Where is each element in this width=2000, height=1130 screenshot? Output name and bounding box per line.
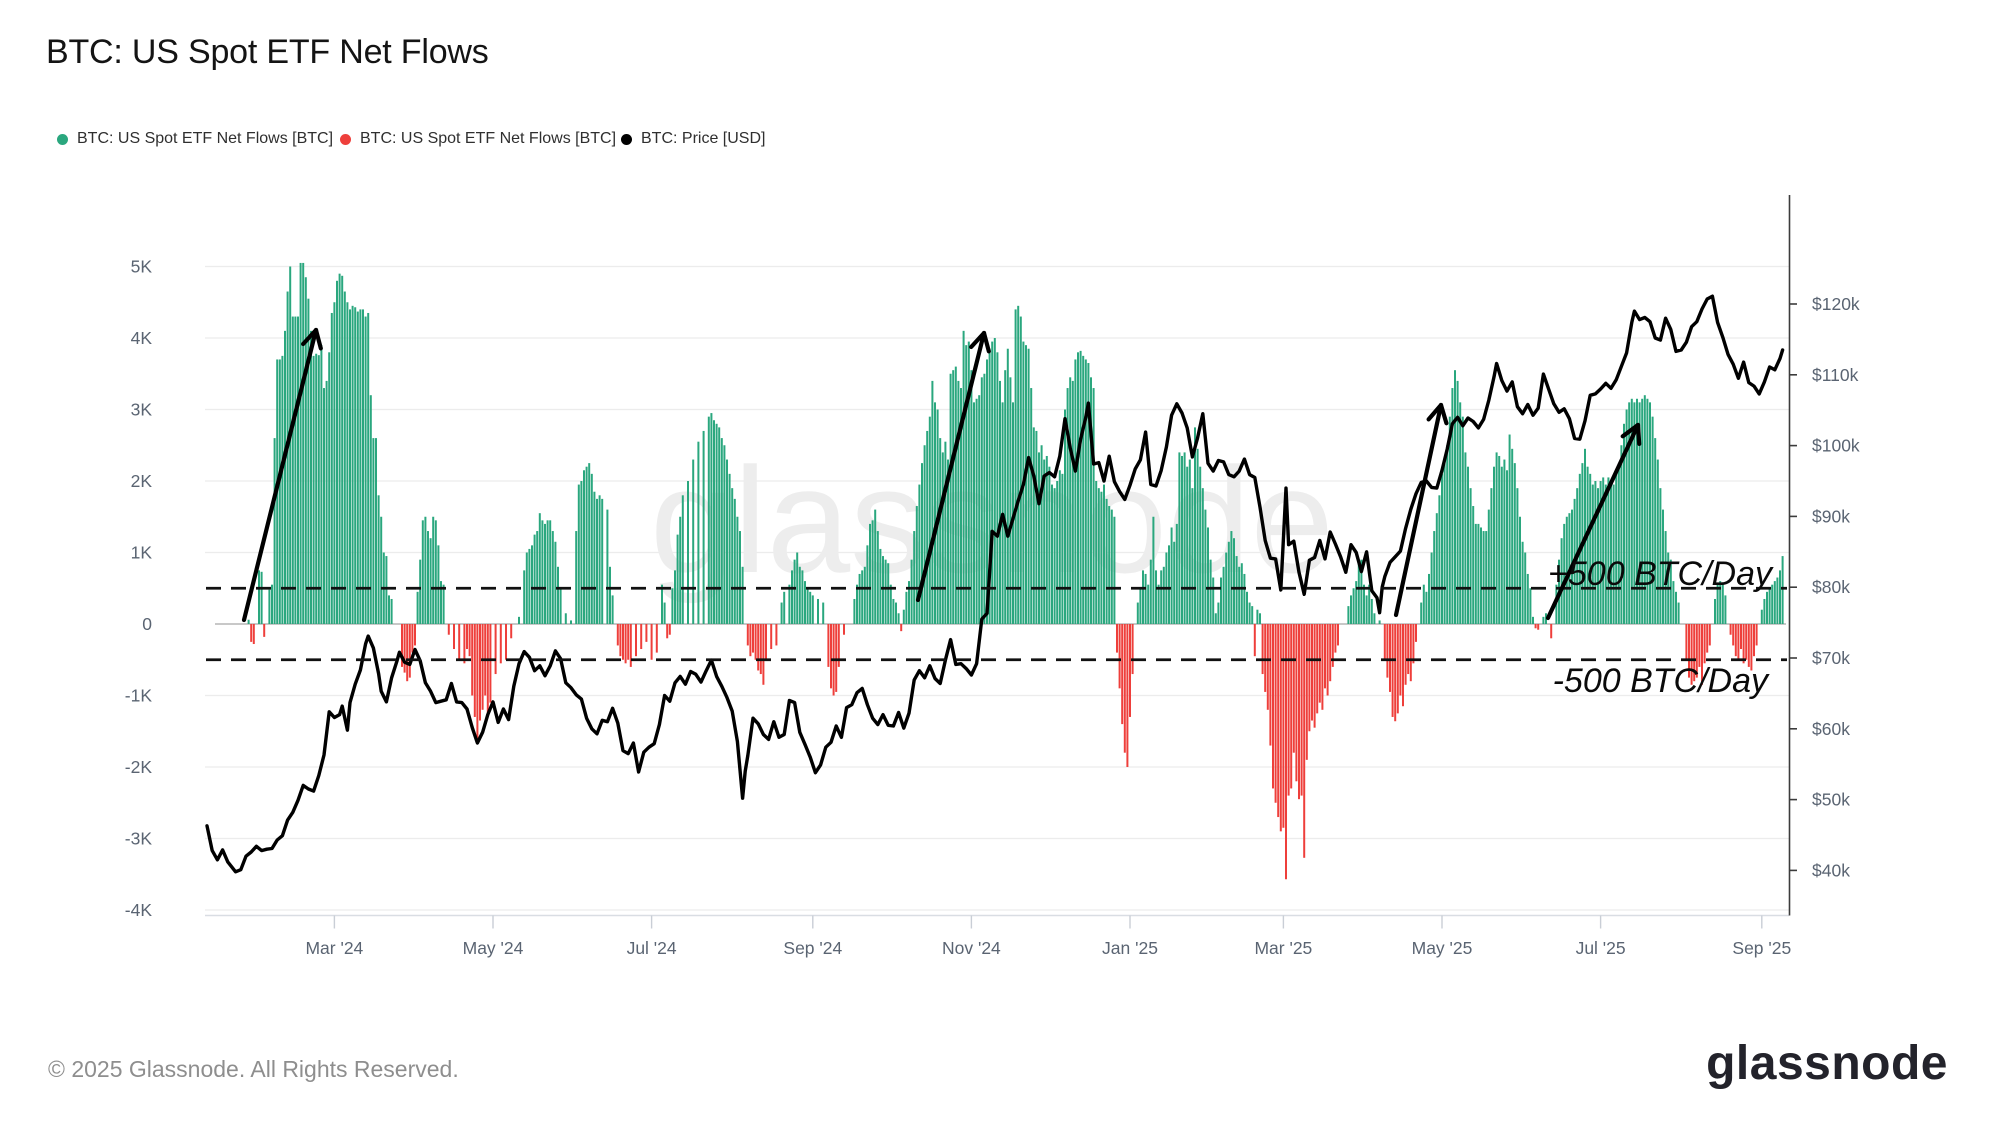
svg-text:$120k: $120k: [1812, 294, 1860, 314]
svg-text:Nov '24: Nov '24: [942, 938, 1001, 958]
axes: 5K 4K 3K 2K 1K 0 -1K -2K -3K -4K $120k $110k $100k $9…: [125, 195, 1860, 958]
svg-text:$90k: $90k: [1812, 506, 1850, 526]
price-line-layer: [205, 294, 1785, 874]
svg-text:Jan '25: Jan '25: [1102, 938, 1158, 958]
svg-text:Mar '24: Mar '24: [305, 938, 363, 958]
svg-text:$100k: $100k: [1812, 436, 1860, 456]
legend-item-label: BTC: US Spot ETF Net Flows [BTC]: [77, 130, 334, 147]
svg-text:$50k: $50k: [1812, 790, 1850, 810]
svg-text:Mar '25: Mar '25: [1254, 938, 1312, 958]
svg-text:Sep '25: Sep '25: [1732, 938, 1791, 958]
svg-text:-2K: -2K: [125, 757, 153, 777]
svg-text:May '24: May '24: [463, 938, 524, 958]
footer-copyright: © 2025 Glassnode. All Rights Reserved.: [48, 1056, 459, 1082]
reference-lines: [206, 586, 1787, 662]
svg-text:-500 BTC/Day: -500 BTC/Day: [1553, 662, 1770, 700]
glassnode-logo: glassnode: [1706, 1037, 1948, 1090]
svg-text:$60k: $60k: [1812, 719, 1850, 739]
svg-text:-3K: -3K: [125, 829, 153, 849]
price-line: [205, 294, 1785, 874]
svg-text:2K: 2K: [131, 471, 153, 491]
svg-text:-1K: -1K: [125, 686, 153, 706]
legend-item-label: BTC: US Spot ETF Net Flows [BTC]: [360, 130, 617, 147]
svg-text:May '25: May '25: [1412, 938, 1473, 958]
svg-text:$70k: $70k: [1812, 648, 1850, 668]
svg-text:$40k: $40k: [1812, 860, 1850, 880]
svg-text:3K: 3K: [131, 400, 153, 420]
legend-item-price[interactable]: BTC: Price [USD]: [621, 130, 765, 148]
red-dot-icon: [340, 133, 351, 145]
svg-text:Sep '24: Sep '24: [783, 938, 842, 958]
legend-item-label: BTC: Price [USD]: [641, 130, 766, 147]
black-dot-icon: [621, 133, 632, 145]
annotations: +500 BTC/Day -500 BTC/Day: [241, 327, 1774, 700]
page-title: BTC: US Spot ETF Net Flows: [46, 33, 489, 71]
svg-text:5K: 5K: [131, 257, 153, 277]
legend-item-netflows-negative[interactable]: BTC: US Spot ETF Net Flows [BTC]: [340, 130, 616, 148]
svg-text:+500 BTC/Day: +500 BTC/Day: [1548, 555, 1774, 593]
legend-item-netflows-positive[interactable]: BTC: US Spot ETF Net Flows [BTC]: [57, 130, 333, 148]
svg-text:1K: 1K: [131, 543, 153, 563]
legend: BTC: US Spot ETF Net Flows [BTC] BTC: US…: [0, 130, 2000, 156]
svg-text:$80k: $80k: [1812, 577, 1850, 597]
svg-text:-4K: -4K: [125, 900, 153, 920]
svg-text:0: 0: [142, 614, 152, 634]
svg-text:$110k: $110k: [1812, 365, 1859, 385]
green-dot-icon: [57, 133, 68, 145]
netflow-bars-layer: [215, 262, 1786, 880]
svg-text:4K: 4K: [131, 328, 153, 348]
svg-text:Jul '24: Jul '24: [627, 938, 677, 958]
svg-text:Jul '25: Jul '25: [1576, 938, 1626, 958]
